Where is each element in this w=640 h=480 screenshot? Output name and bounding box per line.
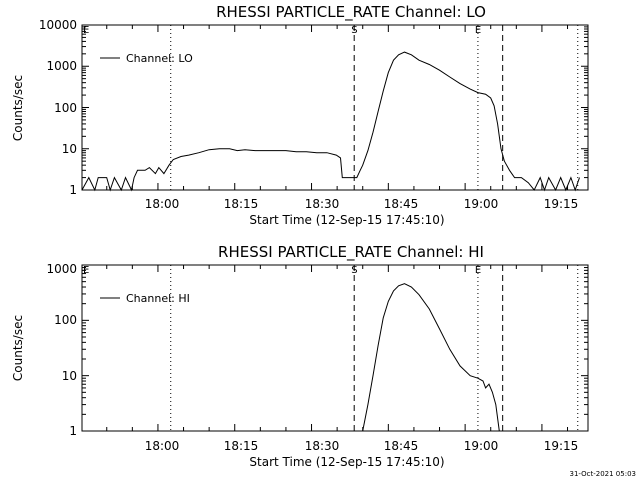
y-tick-label: 1000 <box>46 262 77 276</box>
x-axis-label: Start Time (12-Sep-15 17:45:10) <box>249 455 444 469</box>
x-tick-label: 18:00 <box>145 197 180 211</box>
panel-hi: RHESSI PARTICLE_RATE Channel: HI Counts/… <box>11 243 589 469</box>
y-tick-label: 10 <box>62 142 77 156</box>
legend-label: Channel: LO <box>126 52 193 65</box>
x-tick-label: 19:00 <box>464 439 499 453</box>
footer-timestamp: 31-Oct-2021 05:03 <box>570 470 636 478</box>
panel-lo: RHESSI PARTICLE_RATE Channel: LO Counts/… <box>11 3 589 227</box>
marker-label: E <box>83 25 89 36</box>
y-tick-label: 1 <box>69 183 77 197</box>
y-tick-label: 10 <box>62 369 77 383</box>
y-tick-label: 100 <box>54 101 77 115</box>
plot-frame <box>81 264 589 432</box>
series-line <box>362 283 500 432</box>
y-tick-label: 100 <box>54 313 77 327</box>
x-tick-labels: 18:00 18:15 18:30 18:45 19:00 19:15 <box>145 197 579 211</box>
x-tick-label: 18:15 <box>224 197 259 211</box>
series-line <box>81 51 580 192</box>
marker-label: E <box>475 25 481 36</box>
y-tick-label: 1000 <box>46 59 77 73</box>
x-tick-label: 19:00 <box>464 197 499 211</box>
x-tick-label: 18:45 <box>384 197 419 211</box>
x-tick-label: 18:30 <box>305 439 340 453</box>
y-axis-label: Counts/sec <box>11 75 25 141</box>
chart-title: RHESSI PARTICLE_RATE Channel: LO <box>216 3 486 22</box>
y-tick-labels: 1 10 100 1000 10000 <box>39 18 77 197</box>
y-tick-labels: 1 10 100 1000 <box>46 262 77 438</box>
marker-label: E <box>475 265 481 276</box>
x-tick-label: 18:30 <box>305 197 340 211</box>
x-tick-label: 19:15 <box>544 197 579 211</box>
x-tick-label: 18:15 <box>224 439 259 453</box>
legend: Channel: LO <box>100 52 193 65</box>
marker-label: S <box>351 265 357 276</box>
x-tick-label: 19:15 <box>544 439 579 453</box>
x-tick-labels: 18:00 18:15 18:30 18:45 19:00 19:15 <box>145 439 579 453</box>
legend-label: Channel: HI <box>126 292 190 305</box>
y-tick-label: 10000 <box>39 18 77 32</box>
chart-title: RHESSI PARTICLE_RATE Channel: HI <box>218 243 484 262</box>
plot-frame <box>81 24 589 191</box>
x-axis-label: Start Time (12-Sep-15 17:45:10) <box>249 213 444 227</box>
marker-label: S <box>351 25 357 36</box>
x-tick-label: 18:00 <box>145 439 180 453</box>
legend: Channel: HI <box>100 292 190 305</box>
y-tick-label: 1 <box>69 424 77 438</box>
x-tick-label: 18:45 <box>384 439 419 453</box>
y-axis-label: Counts/sec <box>11 315 25 381</box>
marker-label: E <box>83 265 89 276</box>
